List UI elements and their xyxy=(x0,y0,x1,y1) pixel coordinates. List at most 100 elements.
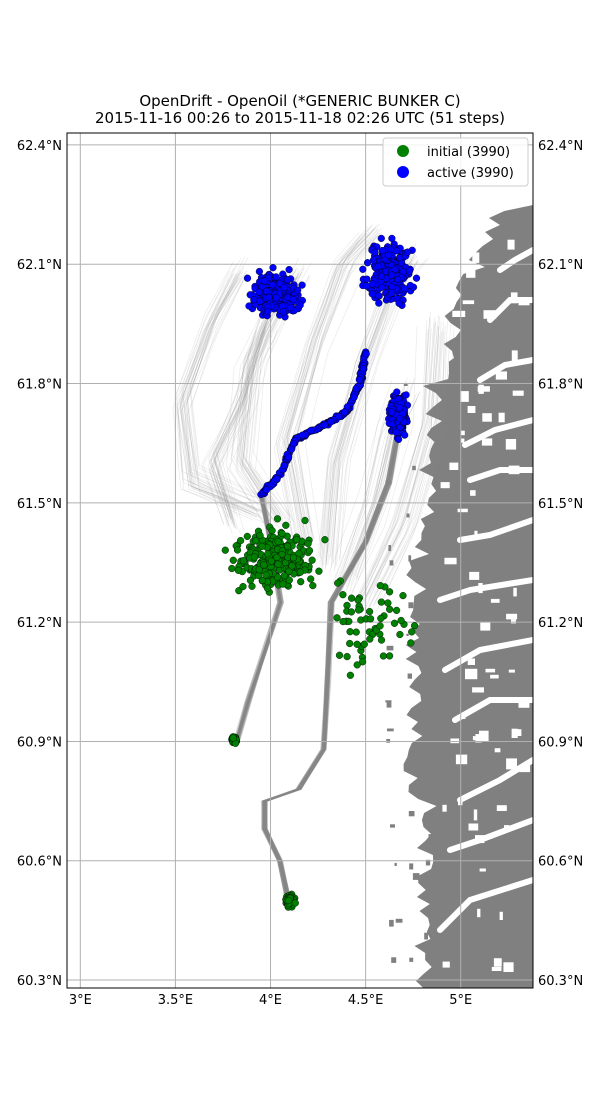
trajectory-trunk xyxy=(262,423,400,905)
initial-particle xyxy=(377,636,386,644)
lon-tick-label: 4.5°E xyxy=(348,993,383,1008)
initial-particle xyxy=(360,640,368,648)
trajectory-trunk xyxy=(263,423,401,905)
trajectory-line xyxy=(218,326,270,527)
trajectory-line xyxy=(287,228,376,544)
water-gap xyxy=(514,729,522,736)
initial-particle xyxy=(347,608,356,616)
initial-particle xyxy=(285,567,293,575)
trajectory-line xyxy=(208,314,261,518)
lat-tick-label-left: 62.1°N xyxy=(17,258,62,273)
initial-particle xyxy=(359,658,367,666)
trajectory-line xyxy=(286,228,375,536)
active-particle xyxy=(261,277,269,285)
trajectory-trunk xyxy=(262,423,398,905)
trajectory-trunk xyxy=(261,423,398,905)
trajectory-trunk xyxy=(262,423,400,905)
trajectory-line xyxy=(286,227,377,538)
water-gap xyxy=(452,310,466,317)
initial-particle xyxy=(354,596,362,604)
initial-particle xyxy=(396,630,404,639)
lat-tick-label-right: 61.8°N xyxy=(538,378,583,393)
active-particle xyxy=(392,428,400,436)
trajectory-trunk xyxy=(233,494,279,742)
water-gap xyxy=(518,297,530,306)
water-gap xyxy=(477,908,481,918)
initial-particle xyxy=(229,556,237,564)
trajectory-line xyxy=(297,231,379,542)
trajectory-trunk xyxy=(263,423,401,905)
initial-particle xyxy=(411,622,419,630)
water-gap xyxy=(508,669,515,673)
trajectory-line xyxy=(358,311,431,599)
active-particle xyxy=(388,289,396,297)
skerry xyxy=(408,555,412,562)
skerry xyxy=(412,465,416,471)
water-gap xyxy=(491,966,502,971)
water-gap xyxy=(498,412,505,423)
trajectory-trunk xyxy=(235,494,279,742)
skerry xyxy=(412,873,420,880)
water-gap xyxy=(493,958,502,967)
water-gap xyxy=(469,571,480,580)
initial-particle xyxy=(274,560,282,568)
lat-tick-label-left: 61.2°N xyxy=(17,616,62,631)
water-gap xyxy=(460,430,465,436)
trajectory-line xyxy=(292,236,377,549)
initial-particle xyxy=(407,639,415,647)
trajectory-line xyxy=(175,267,252,515)
trajectory-line xyxy=(273,240,360,551)
active-particle xyxy=(368,290,376,298)
trajectory-trunk xyxy=(263,423,400,905)
trajectory-line xyxy=(294,232,382,539)
trajectory-line xyxy=(217,328,271,530)
initial-particle xyxy=(379,652,388,660)
water-gap xyxy=(505,439,517,450)
lat-tick-label-left: 60.6°N xyxy=(17,855,62,870)
chart-title-line1: OpenDrift - OpenOil (*GENERIC BUNKER C) xyxy=(139,92,460,110)
trajectory-line xyxy=(332,389,395,584)
initial-particle xyxy=(279,580,287,588)
active-particle xyxy=(262,287,271,295)
skerry xyxy=(390,824,395,828)
trajectory-line xyxy=(176,261,254,501)
skerry xyxy=(386,701,392,708)
trajectory-line xyxy=(179,274,257,518)
water-gap xyxy=(462,300,475,305)
water-gap xyxy=(479,868,486,872)
active-particle xyxy=(401,431,409,439)
coastline-land xyxy=(385,133,533,988)
initial-particle xyxy=(239,582,247,591)
initial-particle xyxy=(228,564,236,573)
initial-particle xyxy=(376,581,384,590)
active-particle xyxy=(340,408,349,416)
legend: initial (3990) active (3990) xyxy=(382,137,529,187)
initial-particle xyxy=(283,542,292,550)
trajectory-trunk xyxy=(234,494,281,742)
active-particle xyxy=(272,294,280,302)
fjord xyxy=(467,467,533,483)
active-particle xyxy=(362,350,370,358)
skerry xyxy=(389,919,394,927)
trajectory-line xyxy=(176,274,255,514)
trajectory-trunk xyxy=(263,423,401,905)
initial-particle xyxy=(393,606,401,615)
legend-box xyxy=(382,137,529,187)
legend-label-initial: initial (3990) xyxy=(427,145,510,160)
trajectory-line xyxy=(357,391,421,581)
trajectory-line xyxy=(290,232,381,540)
water-gap xyxy=(479,730,489,741)
initial-particle xyxy=(288,562,296,570)
fjord xyxy=(462,417,533,448)
trajectory-line xyxy=(180,279,258,518)
skerry xyxy=(385,480,392,485)
trajectory-line xyxy=(356,318,430,597)
active-particle xyxy=(255,267,264,276)
initial-particle xyxy=(258,542,266,551)
water-gap xyxy=(467,406,476,413)
active-particle xyxy=(245,302,253,310)
legend-marker-initial xyxy=(397,145,409,157)
trajectory-line xyxy=(213,329,266,529)
trajectory-trunk xyxy=(262,423,401,905)
active-particle xyxy=(307,426,315,435)
